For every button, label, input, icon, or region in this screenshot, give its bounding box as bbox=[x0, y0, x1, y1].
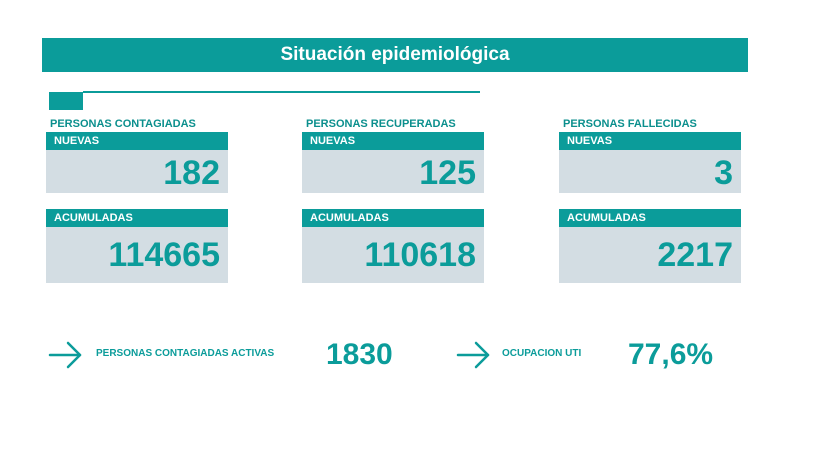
decorative-block bbox=[49, 92, 83, 110]
column-heading: PERSONAS FALLECIDAS bbox=[563, 118, 697, 130]
accumulated-label: ACUMULADAS bbox=[302, 209, 484, 227]
active-value: 1830 bbox=[326, 338, 393, 371]
uti-value: 77,6% bbox=[628, 338, 714, 371]
arrow-right-icon bbox=[456, 341, 490, 369]
uti-label: OCUPACION UTI bbox=[502, 348, 582, 359]
accumulated-value: 2217 bbox=[559, 227, 741, 283]
title-bar: Situación epidemiológica bbox=[42, 38, 748, 72]
accumulated-value: 114665 bbox=[46, 227, 228, 283]
page-title: Situación epidemiológica bbox=[280, 44, 510, 65]
new-label: NUEVAS bbox=[302, 132, 484, 150]
new-value: 182 bbox=[46, 150, 228, 193]
stat-column-contagiadas: PERSONAS CONTAGIADAS NUEVAS 182 ACUMULAD… bbox=[46, 117, 228, 283]
accumulated-value: 110618 bbox=[302, 227, 484, 283]
stat-column-recuperadas: PERSONAS RECUPERADAS NUEVAS 125 ACUMULAD… bbox=[302, 117, 484, 283]
arrow-right-icon bbox=[48, 341, 82, 369]
column-heading: PERSONAS CONTAGIADAS bbox=[50, 118, 196, 130]
new-label: NUEVAS bbox=[46, 132, 228, 150]
new-label: NUEVAS bbox=[559, 132, 741, 150]
active-label: PERSONAS CONTAGIADAS ACTIVAS bbox=[96, 348, 275, 359]
accumulated-label: ACUMULADAS bbox=[46, 209, 228, 227]
new-value: 3 bbox=[559, 150, 741, 193]
accumulated-label: ACUMULADAS bbox=[559, 209, 741, 227]
decorative-line bbox=[83, 91, 480, 93]
new-value: 125 bbox=[302, 150, 484, 193]
stat-column-fallecidas: PERSONAS FALLECIDAS NUEVAS 3 ACUMULADAS … bbox=[559, 117, 741, 283]
column-heading: PERSONAS RECUPERADAS bbox=[306, 118, 456, 130]
